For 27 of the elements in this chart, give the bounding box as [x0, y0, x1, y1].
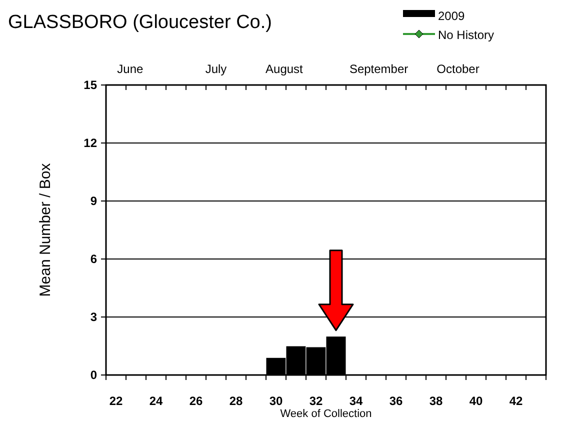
chart-title: GLASSBORO (Gloucester Co.): [8, 12, 272, 33]
x-axis-title: Week of Collection: [280, 408, 372, 420]
x-tick-label: 38: [429, 394, 443, 408]
y-axis-title: Mean Number / Box: [37, 162, 54, 297]
y-tick-label: 9: [90, 194, 98, 208]
x-tick-label: 40: [469, 394, 483, 408]
x-tick-label: 22: [109, 394, 123, 408]
text: September: [349, 62, 408, 76]
text: June: [117, 62, 144, 76]
y-tick-label: 6: [90, 252, 98, 266]
x-tick-label: 42: [509, 394, 523, 408]
text: August: [266, 62, 304, 76]
y-tick-label: 15: [84, 78, 98, 92]
legend-label: 2009: [438, 9, 466, 23]
y-tick-label: 3: [90, 310, 98, 324]
x-tick-label: 32: [309, 394, 323, 408]
x-tick-label: 26: [189, 394, 203, 408]
legend-label: No History: [438, 28, 494, 42]
text: October: [436, 62, 480, 76]
x-tick-label: 30: [269, 394, 283, 408]
x-tick-label: 36: [389, 394, 403, 408]
y-tick-label: 0: [90, 368, 98, 382]
text: July: [205, 62, 227, 76]
x-tick-label: 24: [149, 394, 163, 408]
x-tick-label: 28: [229, 394, 243, 408]
x-tick-label: 34: [349, 394, 363, 408]
y-tick-label: 12: [84, 136, 98, 150]
